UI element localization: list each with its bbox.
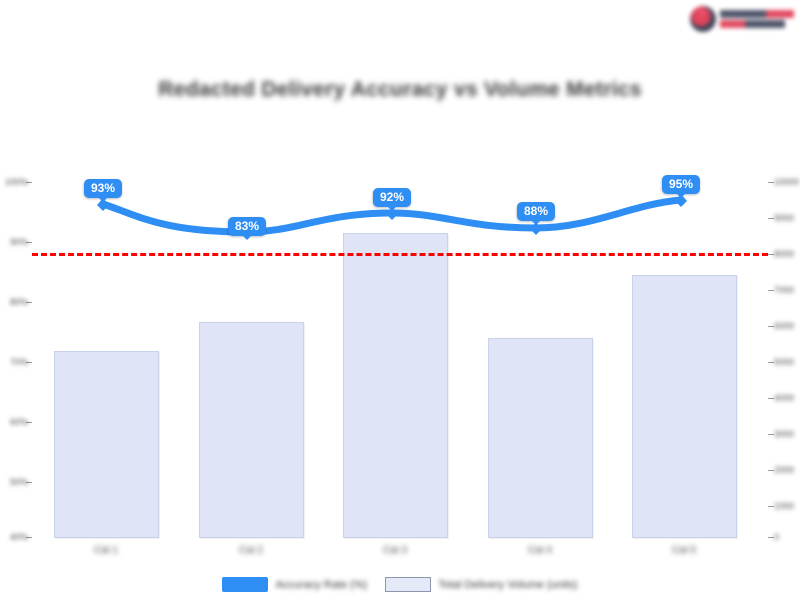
right-axis-tick-8: 2000 [774, 465, 795, 475]
left-axis-tick-0: 100% [4, 177, 28, 187]
right-axis-tick-10: 0 [774, 532, 780, 542]
bar-1[interactable] [199, 322, 304, 538]
logo-wordmark [720, 10, 794, 28]
right-axis-tick-1: 9000 [774, 213, 795, 223]
line-series [97, 194, 687, 239]
point-label-0: 93% [83, 179, 123, 202]
legend-item-line[interactable]: Accuracy Rate (%) [222, 577, 367, 592]
x-axis-label-4: Cat 5 [672, 545, 696, 556]
right-axis-tick-5: 5000 [774, 357, 795, 367]
bar-4[interactable] [632, 275, 737, 538]
chart-title: Redacted Delivery Accuracy vs Volume Met… [158, 78, 642, 101]
right-axis-tick-9: 1000 [774, 501, 795, 511]
x-axis-label-1: Cat 2 [239, 545, 263, 556]
right-axis-tick-6: 4000 [774, 393, 795, 403]
left-axis-tick-1: 90% [9, 237, 28, 247]
logo-mark-icon [690, 6, 716, 32]
bar-3[interactable] [488, 338, 593, 538]
right-axis-tick-4: 6000 [774, 321, 795, 331]
x-axis-label-2: Cat 3 [383, 545, 407, 556]
legend-label-line: Accuracy Rate (%) [275, 578, 368, 591]
legend-label-bar: Total Delivery Volume (units) [438, 578, 578, 591]
right-axis-tick-2: 8000 [774, 249, 795, 259]
threshold-line [32, 253, 768, 256]
left-axis-tick-3: 70% [9, 357, 28, 367]
plot-area: 100% 90% 80% 70% 60% 50% 40% 10000 9000 … [5, 170, 799, 542]
point-label-1: 83% [227, 217, 267, 240]
right-axis-tick-3: 7000 [774, 285, 795, 295]
legend-swatch-bar-icon [385, 577, 432, 592]
left-axis-tick-4: 60% [9, 417, 28, 427]
bar-0[interactable] [54, 351, 159, 538]
point-label-2: 92% [372, 188, 412, 211]
left-axis-tick-6: 40% [9, 532, 28, 542]
x-axis-label-0: Cat 1 [94, 545, 118, 556]
point-label-3: 88% [516, 202, 556, 225]
left-axis-tick-2: 80% [9, 297, 28, 307]
company-logo [690, 4, 794, 34]
right-axis-tick-7: 3000 [774, 429, 795, 439]
left-axis-tick-5: 50% [9, 477, 28, 487]
x-axis-label-3: Cat 4 [528, 545, 552, 556]
point-label-4: 95% [661, 175, 701, 198]
legend-item-bar[interactable]: Total Delivery Volume (units) [385, 577, 578, 592]
legend-swatch-line-icon [222, 577, 269, 592]
right-axis-tick-0: 10000 [774, 177, 800, 187]
bar-2[interactable] [343, 233, 448, 538]
chart-legend: Accuracy Rate (%) Total Delivery Volume … [0, 577, 800, 592]
